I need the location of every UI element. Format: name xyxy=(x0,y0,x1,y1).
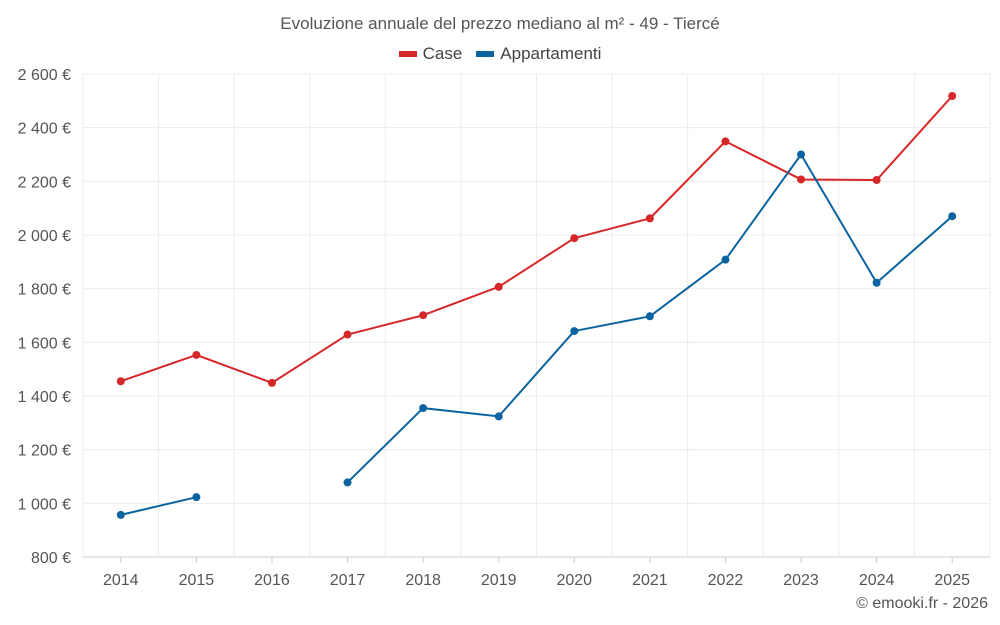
legend-swatch-appartamenti xyxy=(476,51,495,57)
series-line-appartamenti xyxy=(120,496,197,516)
data-point-case xyxy=(116,377,125,386)
data-point-case xyxy=(872,175,881,184)
data-point-appartamenti xyxy=(116,510,125,519)
x-tick-label: 2018 xyxy=(405,572,441,589)
data-point-case xyxy=(721,137,730,146)
x-tick-label: 2020 xyxy=(556,572,592,589)
x-tick-label: 2022 xyxy=(708,572,744,589)
data-point-appartamenti xyxy=(721,255,730,264)
data-point-appartamenti xyxy=(419,404,428,413)
y-tick-label: 1 800 € xyxy=(18,282,71,299)
data-point-case xyxy=(267,378,276,387)
x-tick-label: 2016 xyxy=(254,572,290,589)
data-point-case xyxy=(797,175,806,184)
data-point-case xyxy=(948,92,957,101)
data-point-appartamenti xyxy=(872,278,881,287)
data-point-case xyxy=(494,282,503,291)
x-tick-label: 2025 xyxy=(934,572,970,589)
legend-swatch-case xyxy=(398,51,417,57)
data-point-case xyxy=(645,214,654,223)
y-tick-label: 2 400 € xyxy=(18,121,71,138)
data-point-appartamenti xyxy=(343,478,352,487)
data-point-case xyxy=(343,330,352,339)
x-tick-label: 2021 xyxy=(632,572,668,589)
y-tick-label: 800 € xyxy=(31,550,71,567)
legend-item-appartamenti[interactable]: Appartamenti xyxy=(476,44,601,64)
y-tick-label: 2 200 € xyxy=(18,174,71,191)
data-point-appartamenti xyxy=(494,412,503,421)
x-tick-label: 2017 xyxy=(330,572,366,589)
data-point-case xyxy=(570,234,579,243)
y-tick-label: 1 200 € xyxy=(18,443,71,460)
y-tick-label: 1 600 € xyxy=(18,335,71,352)
data-point-appartamenti xyxy=(570,327,579,336)
y-tick-label: 2 600 € xyxy=(18,67,71,84)
y-tick-label: 2 000 € xyxy=(18,228,71,245)
data-point-appartamenti xyxy=(797,150,806,159)
credit-text: © emooki.fr - 2026 xyxy=(856,595,988,612)
data-point-appartamenti xyxy=(948,212,957,221)
legend-item-case[interactable]: Case xyxy=(398,44,463,64)
x-tick-label: 2015 xyxy=(179,572,215,589)
legend-label-appartamenti: Appartamenti xyxy=(500,44,602,63)
x-tick-label: 2024 xyxy=(859,572,895,589)
data-point-appartamenti xyxy=(645,312,654,321)
data-point-case xyxy=(419,311,428,320)
data-point-appartamenti xyxy=(192,493,201,502)
chart-title: Evoluzione annuale del prezzo mediano al… xyxy=(280,14,720,33)
x-tick-label: 2019 xyxy=(481,572,517,589)
y-tick-label: 1 400 € xyxy=(18,389,71,406)
data-point-case xyxy=(192,350,201,359)
legend-label-case: Case xyxy=(422,44,463,63)
y-tick-label: 1 000 € xyxy=(18,496,71,513)
legend: Case Appartamenti xyxy=(0,44,1000,64)
x-tick-label: 2023 xyxy=(783,572,819,589)
series-line-case xyxy=(120,95,953,384)
x-tick-label: 2014 xyxy=(103,572,139,589)
